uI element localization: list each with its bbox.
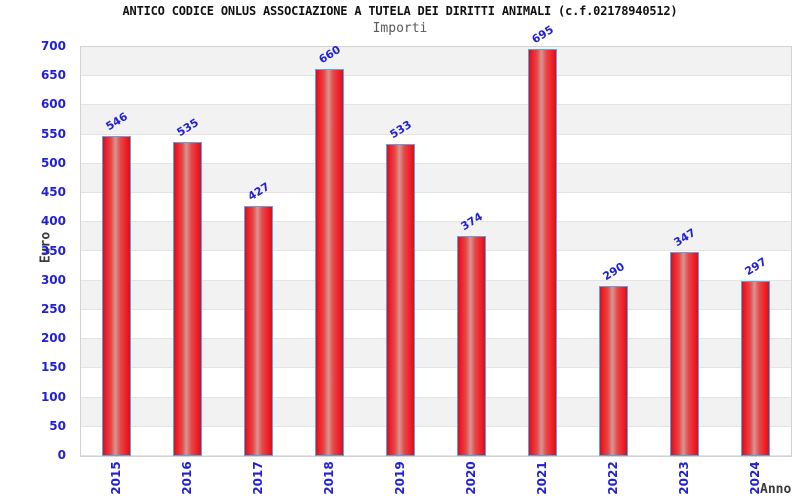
y-tick-label: 0 [57, 448, 66, 462]
y-tick-label: 450 [40, 185, 66, 200]
plot-area [80, 46, 792, 457]
bar-2016 [173, 142, 202, 456]
grid-band [81, 47, 791, 77]
y-tick-label: 350 [40, 243, 66, 258]
grid-band [81, 76, 791, 106]
grid-band [81, 193, 791, 223]
bar-2015 [102, 135, 131, 456]
grid-band [81, 105, 791, 135]
bar-2019 [386, 143, 415, 456]
chart-header-title: ANTICO CODICE ONLUS ASSOCIAZIONE A TUTEL… [122, 4, 678, 18]
y-tick-label: 500 [40, 155, 66, 170]
y-tick-label: 600 [40, 97, 66, 112]
bar-2022 [599, 285, 628, 456]
bar-2023 [670, 252, 699, 456]
y-tick-label: 650 [40, 68, 66, 83]
x-tick-label: 2015 [108, 461, 123, 495]
y-tick-label: 250 [40, 301, 66, 316]
y-tick-label: 150 [40, 360, 66, 375]
y-tick-label: 200 [40, 331, 66, 346]
grid-band [81, 427, 791, 456]
x-tick-label: 2016 [179, 461, 194, 495]
grid-band [81, 310, 791, 340]
x-tick-label: 2022 [605, 461, 620, 495]
y-tick-label: 50 [49, 418, 66, 433]
x-tick-label: 2023 [676, 461, 691, 495]
y-tick-label: 300 [40, 272, 66, 287]
grid-band [81, 135, 791, 164]
x-tick-label: 2021 [534, 461, 549, 495]
y-tick-label: 100 [40, 389, 66, 404]
bar-2018 [315, 69, 344, 456]
y-tick-label: 550 [40, 126, 66, 141]
x-tick-label: 2017 [250, 461, 265, 495]
x-tick-label: 2020 [463, 461, 478, 495]
bar-2020 [457, 236, 486, 456]
chart-subtitle: Importi [372, 21, 428, 36]
y-tick-label: 700 [40, 39, 66, 53]
grid-band [81, 252, 791, 281]
x-tick-label: 2024 [747, 461, 762, 495]
x-tick-label: 2018 [321, 461, 336, 495]
x-tick-label: 2019 [392, 461, 407, 495]
x-axis-title: Anno [760, 482, 792, 497]
grid-band [81, 368, 791, 398]
bar-2024 [741, 281, 770, 456]
bar-2017 [244, 205, 273, 456]
bar-2021 [528, 48, 557, 456]
y-tick-label: 400 [40, 214, 66, 229]
